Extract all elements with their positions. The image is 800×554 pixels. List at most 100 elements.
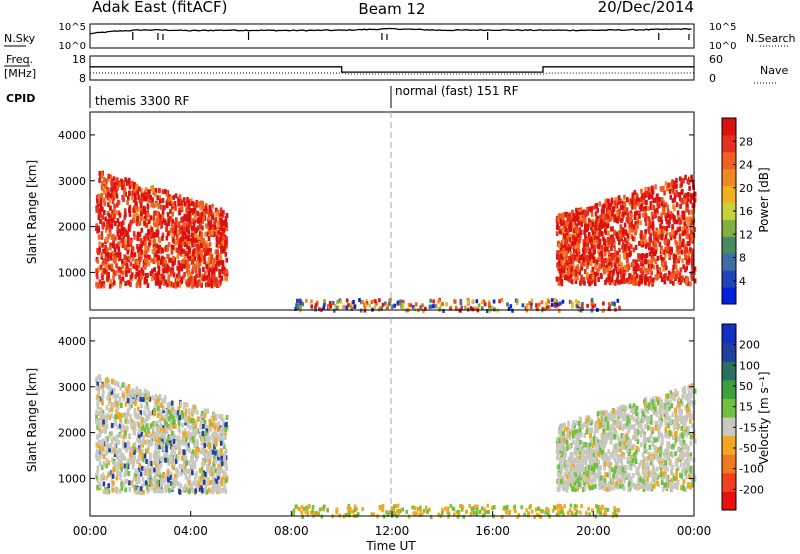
data-point	[596, 271, 599, 277]
data-point	[149, 233, 153, 239]
data-point	[214, 430, 217, 436]
data-point	[153, 451, 157, 457]
data-point	[176, 281, 179, 287]
data-point	[671, 273, 675, 279]
data-point	[567, 444, 570, 450]
data-point	[665, 219, 669, 225]
data-point	[152, 426, 155, 432]
data-point	[127, 226, 131, 232]
data-point	[144, 233, 148, 239]
data-point	[124, 270, 128, 276]
data-point	[419, 305, 423, 310]
data-point	[164, 189, 167, 194]
data-point	[172, 461, 176, 467]
data-point	[176, 229, 180, 235]
data-point	[643, 433, 646, 439]
data-point	[678, 226, 682, 232]
data-point	[641, 429, 645, 435]
data-point	[574, 254, 577, 260]
data-point	[683, 385, 686, 391]
data-point	[142, 457, 145, 463]
data-point	[194, 266, 197, 272]
data-point	[659, 186, 663, 192]
data-point	[669, 232, 672, 238]
data-point	[225, 475, 229, 481]
data-point	[158, 409, 162, 414]
data-point	[620, 218, 623, 223]
data-point	[182, 440, 185, 446]
data-point	[113, 203, 116, 209]
data-point	[107, 173, 111, 179]
data-point	[118, 460, 121, 466]
data-point	[572, 221, 575, 227]
data-point	[671, 224, 674, 230]
data-point	[634, 194, 637, 200]
data-point	[119, 268, 123, 274]
data-point	[635, 445, 639, 451]
data-point	[679, 267, 683, 273]
data-point	[137, 270, 141, 276]
data-point	[586, 246, 589, 252]
data-point	[106, 412, 109, 418]
data-point	[598, 231, 602, 237]
noise-right-tick-bottom: 10^0	[709, 41, 736, 52]
data-point	[217, 487, 221, 493]
data-point	[593, 248, 596, 254]
data-point	[102, 283, 106, 289]
data-point	[195, 259, 199, 265]
data-point	[120, 221, 124, 227]
data-point	[663, 274, 666, 280]
data-point	[652, 256, 656, 262]
data-point	[681, 258, 684, 264]
data-point	[116, 218, 120, 223]
data-point	[189, 222, 192, 228]
data-point	[120, 481, 123, 487]
data-point	[212, 467, 215, 473]
data-point	[163, 395, 167, 400]
data-point	[153, 275, 157, 281]
data-point	[103, 180, 106, 186]
data-point	[105, 423, 109, 429]
data-point	[203, 255, 206, 261]
data-point	[225, 236, 228, 242]
data-point	[623, 206, 626, 212]
data-point	[203, 442, 206, 448]
data-point	[130, 403, 133, 409]
data-point	[667, 270, 671, 276]
data-point	[673, 233, 677, 239]
data-point	[587, 217, 591, 223]
data-point	[618, 260, 622, 265]
data-point	[170, 471, 173, 477]
data-point	[407, 302, 411, 307]
data-point	[223, 450, 227, 456]
data-point	[560, 437, 564, 443]
data-point	[123, 254, 126, 260]
data-point	[198, 257, 201, 262]
data-point	[562, 220, 566, 226]
data-point	[673, 258, 676, 264]
data-point	[645, 191, 649, 197]
data-point	[635, 193, 639, 199]
data-point	[607, 256, 611, 261]
data-point	[164, 484, 167, 490]
data-point	[212, 484, 215, 490]
data-point	[220, 211, 223, 217]
data-point	[626, 277, 629, 283]
data-point	[161, 473, 165, 479]
data-point	[213, 444, 216, 450]
data-point	[183, 459, 186, 465]
data-point	[647, 216, 650, 222]
data-point	[583, 217, 586, 223]
data-point	[128, 393, 131, 399]
data-point	[672, 188, 675, 194]
data-point	[174, 413, 178, 418]
data-point	[650, 460, 653, 466]
data-point	[132, 213, 135, 219]
data-point	[115, 489, 118, 494]
data-point	[593, 240, 596, 245]
data-point	[131, 256, 135, 262]
data-point	[143, 388, 147, 394]
data-point	[174, 424, 177, 429]
data-point	[98, 247, 101, 253]
data-point	[184, 234, 187, 240]
